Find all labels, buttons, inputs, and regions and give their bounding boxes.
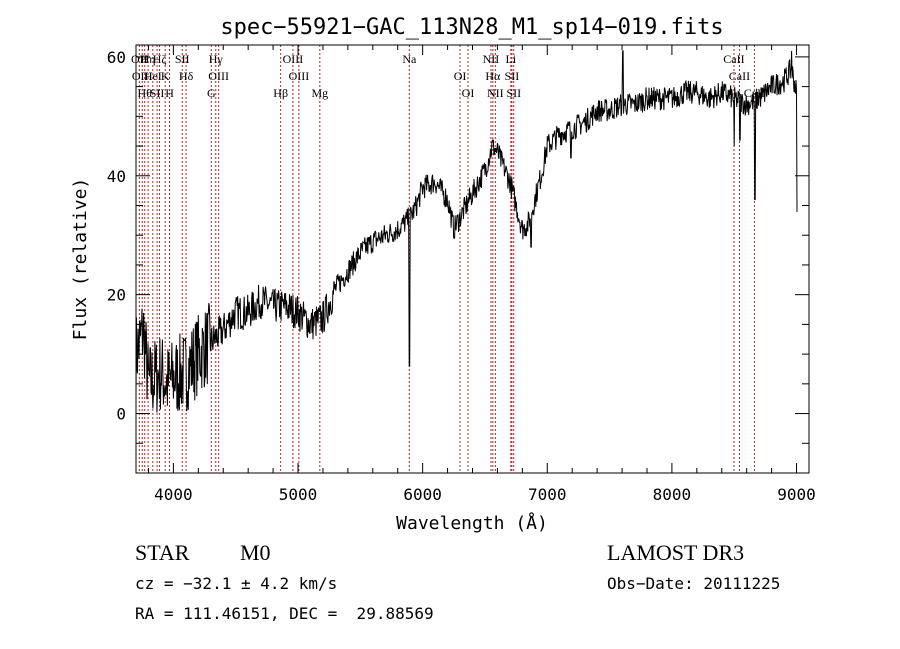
x-tick-label: 4000 — [154, 485, 193, 504]
x-tick-label: 9000 — [777, 485, 816, 504]
line-label: Na — [402, 52, 417, 66]
line-label: Hζ — [153, 52, 167, 66]
object-subclass: M0 — [240, 540, 271, 565]
line-label: CaII — [723, 52, 744, 66]
observation-date: Obs−Date: 20111225 — [607, 574, 781, 593]
x-tick-label: 8000 — [653, 485, 692, 504]
line-label: Mg — [311, 86, 328, 100]
line-label: CaII — [729, 69, 750, 83]
line-label: NII — [487, 86, 504, 100]
line-label: K — [161, 69, 170, 83]
line-label: Li — [506, 52, 517, 66]
y-tick-label: 20 — [107, 286, 126, 305]
line-label: Hβ — [273, 86, 288, 100]
x-tick-label: 5000 — [279, 485, 318, 504]
line-label: NII — [483, 52, 500, 66]
y-tick-label: 40 — [107, 167, 126, 186]
plot-frame — [135, 44, 810, 474]
redshift-cz: cz = −32.1 ± 4.2 km/s — [135, 574, 338, 593]
line-label: HeI — [144, 69, 162, 83]
y-tick-label: 0 — [116, 405, 126, 424]
line-label: G — [207, 86, 216, 100]
flux-series-line — [135, 50, 798, 413]
x-tick-label: 7000 — [528, 485, 567, 504]
chart-title: spec−55921−GAC_113N28_M1_sp14−019.fits — [220, 15, 723, 40]
line-label: OI — [462, 86, 475, 100]
x-tick-label: 6000 — [403, 485, 442, 504]
line-label: OII — [131, 52, 148, 66]
line-label: SII — [175, 52, 190, 66]
x-axis-ticks: 4000 5000 6000 7000 8000 9000 — [147, 45, 816, 504]
line-label: OIII — [208, 69, 229, 83]
spectral-line-markers — [138, 45, 755, 473]
y-axis-ticks: 0 20 40 60 — [107, 48, 809, 444]
line-label: SII — [150, 86, 165, 100]
line-label: Hθ — [138, 86, 153, 100]
line-label: Hδ — [179, 69, 194, 83]
line-label: SII — [505, 69, 520, 83]
survey-name: LAMOST DR3 — [607, 540, 745, 565]
y-axis-label: Flux (relative) — [70, 178, 91, 341]
line-label: OIII — [283, 52, 304, 66]
y-tick-label: 60 — [107, 48, 126, 67]
x-axis-label: Wavelength (Å) — [396, 512, 548, 534]
line-label: OI — [454, 69, 467, 83]
spectral-line-labels: OIIOIIIHθHηHeISIIHζKHSIIHδGHγOIIIHβOIIIO… — [131, 52, 765, 100]
line-label: H — [165, 86, 174, 100]
line-label: Hα — [485, 69, 501, 83]
line-label: OIII — [289, 69, 310, 83]
line-label: OIII — [132, 69, 153, 83]
line-label: Hη — [141, 52, 156, 66]
object-class: STAR — [135, 540, 190, 565]
ra-dec-coordinates: RA = 111.46151, DEC = 29.88569 — [135, 604, 434, 623]
line-label: SII — [506, 86, 521, 100]
line-label: Hγ — [209, 52, 224, 66]
